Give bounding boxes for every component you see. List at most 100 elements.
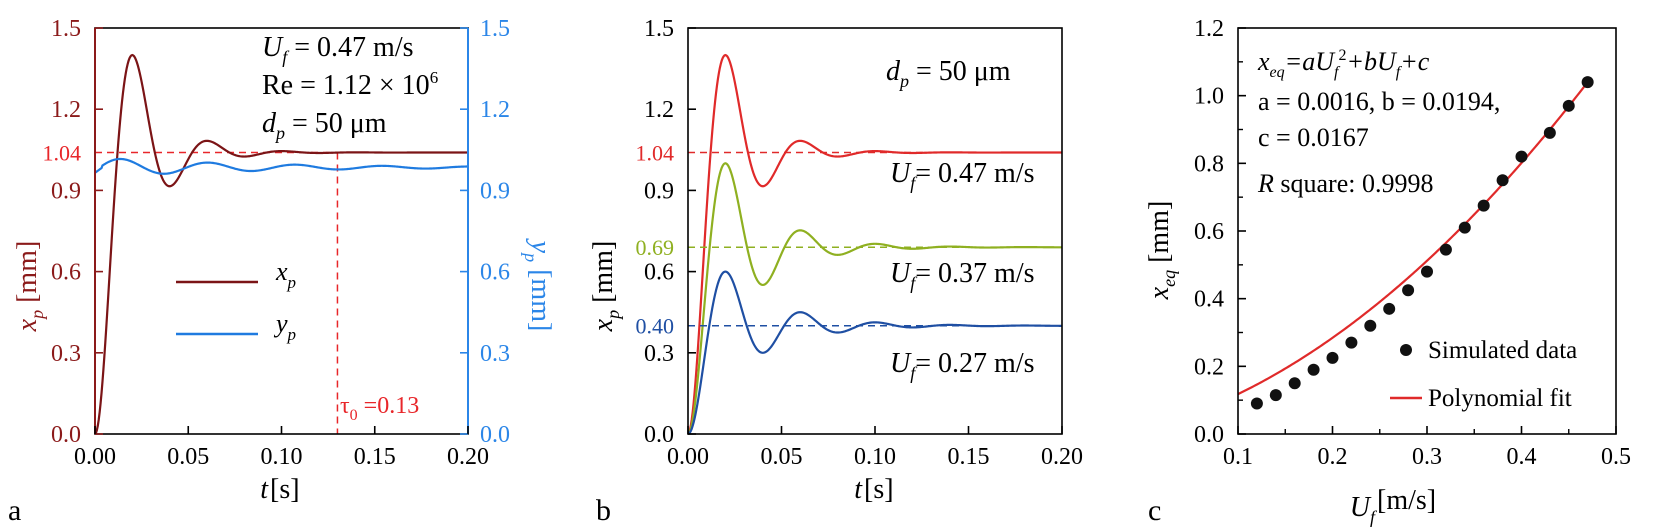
a-xtick-label: 0.05 (167, 444, 209, 470)
a-ytick-left-label: 1.5 (51, 16, 81, 42)
a-ytick-right-label: 0.3 (480, 341, 510, 367)
c-equation: xeq=aUf2+bUf+c (1257, 47, 1430, 81)
b-xlabel-unit: [s] (864, 474, 894, 505)
c-rsquare: R square: 0.9998 (1257, 169, 1433, 198)
a-annot-re: Re = 1.12 × 106 (262, 68, 438, 101)
c-data-point (1477, 199, 1490, 212)
a-series-xp (94, 53, 468, 435)
c-ytick-label: 0.2 (1194, 354, 1224, 380)
c-data-point (1269, 389, 1282, 402)
a-xtick-label: 0.00 (74, 444, 116, 470)
a-ytick-left-label: 0.0 (51, 422, 81, 448)
c-ytick-label: 0.0 (1194, 422, 1224, 448)
c-legend-points-marker (1400, 344, 1412, 356)
c-xlabel-unit: [m/s] (1377, 485, 1436, 516)
c-ytick-label: 1.2 (1194, 16, 1224, 42)
a-xtick-label: 0.15 (354, 444, 396, 470)
b-series-label-037: Uf= 0.37 m/s (890, 258, 1035, 293)
c-data-point (1421, 265, 1433, 278)
a-xlabel-unit: [s] (270, 474, 300, 505)
a-series-yp (94, 157, 468, 175)
b-series-0 (687, 53, 1062, 435)
c-data-point (1326, 351, 1339, 364)
c-xtick-label: 0.1 (1223, 444, 1253, 470)
c-coeffs-2: c = 0.0167 (1258, 123, 1369, 152)
c-legend-fit-label: Polynomial fit (1428, 385, 1572, 412)
c-data-point (1288, 377, 1301, 390)
b-ytick-label: 0.9 (644, 178, 674, 204)
panel-a: Uf = 0.47 m/s Re = 1.12 × 106 dp = 50 μm… (12, 32, 556, 505)
c-data-point (1458, 221, 1471, 234)
c-data-point (1562, 99, 1575, 112)
c-xtick-label: 0.2 (1318, 444, 1348, 470)
b-xlabel: t (854, 474, 863, 505)
b-ylabel: xp [mm] (588, 241, 623, 333)
a-ytick-left-label: 0.3 (51, 341, 81, 367)
c-data-point (1496, 174, 1509, 187)
c-legend: Simulated data Polynomial fit (1390, 337, 1577, 412)
a-ytick-right-label: 1.2 (480, 97, 510, 123)
c-ylabel: xeq [mm] (1144, 201, 1179, 301)
c-xtick-label: 0.5 (1601, 444, 1631, 470)
c-xlabel: Uf (1350, 492, 1378, 527)
b-annot-dp: dp = 50 μm (886, 56, 1011, 91)
c-data-point (1439, 243, 1452, 256)
b-xtick-label: 0.15 (948, 444, 990, 470)
a-ylabel-right: yp [mm] (521, 238, 556, 332)
panel-b: dp = 50 μm Uf= 0.47 m/s Uf= 0.37 m/s Uf=… (588, 56, 1035, 505)
b-series-2 (687, 270, 1062, 436)
panel-label-b: b (596, 494, 611, 527)
panel-c: xeq=aUf2+bUf+c a = 0.0016, b = 0.0194, c… (1144, 47, 1577, 527)
panel-label-a: a (8, 494, 21, 527)
b-xtick-label: 0.05 (761, 444, 803, 470)
c-data-point (1543, 126, 1556, 139)
a-reference-label: 1.04 (43, 141, 82, 166)
c-ytick-label: 1.0 (1194, 84, 1224, 110)
c-data-point (1364, 319, 1377, 332)
c-data-point (1383, 302, 1396, 315)
a-ytick-right-label: 0.0 (480, 422, 510, 448)
c-ytick-label: 0.8 (1194, 151, 1224, 177)
b-series-1 (687, 162, 1062, 435)
c-data-point (1307, 363, 1320, 376)
panel-label-c: c (1148, 494, 1161, 527)
c-legend-points-label: Simulated data (1428, 337, 1577, 364)
b-ytick-label: 0.6 (644, 260, 674, 286)
a-xtick-label: 0.10 (261, 444, 303, 470)
a-ylabel-left: xp [mm] (12, 241, 47, 333)
a-legend: xp yp (176, 257, 296, 344)
c-ytick-label: 0.6 (1194, 219, 1224, 245)
a-xtick-label: 0.20 (447, 444, 489, 470)
a-ytick-left-label: 1.2 (51, 97, 81, 123)
a-ytick-left-label: 0.9 (51, 178, 81, 204)
c-data-point (1581, 76, 1594, 89)
c-data-point (1250, 397, 1263, 410)
a-ytick-right-label: 0.6 (480, 260, 510, 286)
c-data-point (1345, 336, 1358, 349)
b-reference-label-0: 1.04 (636, 141, 675, 166)
a-xlabel: t (260, 474, 269, 505)
a-annot-uf: Uf = 0.47 m/s (262, 32, 414, 67)
chart-marks: 1.04 0.0 0.3 0.6 0.9 1.2 1.5 0.0 0.3 0.6 0.9 1.2 1.5… (43, 16, 1632, 470)
c-coeffs-1: a = 0.0016, b = 0.0194, (1258, 87, 1500, 116)
b-ytick-label: 0.0 (644, 422, 674, 448)
a-ytick-right-label: 1.5 (480, 16, 510, 42)
c-xtick-label: 0.4 (1507, 444, 1537, 470)
a-legend-yp-label: yp (273, 309, 296, 344)
a-ytick-right-label: 0.9 (480, 178, 510, 204)
b-series-label-047: Uf= 0.47 m/s (890, 158, 1035, 193)
a-ytick-left-label: 0.6 (51, 260, 81, 286)
b-reference-label-1: 0.69 (636, 235, 675, 260)
b-reference-label-2: 0.40 (636, 314, 675, 339)
b-xtick-label: 0.00 (667, 444, 709, 470)
b-ytick-label: 1.2 (644, 97, 674, 123)
b-series-label-027: Uf= 0.27 m/s (890, 348, 1035, 383)
c-data-point (1402, 284, 1415, 297)
c-data-point (1515, 150, 1528, 163)
c-ytick-label: 0.4 (1194, 287, 1224, 313)
b-xtick-label: 0.20 (1041, 444, 1083, 470)
c-fit-curve (1237, 81, 1589, 396)
c-xtick-label: 0.3 (1412, 444, 1442, 470)
